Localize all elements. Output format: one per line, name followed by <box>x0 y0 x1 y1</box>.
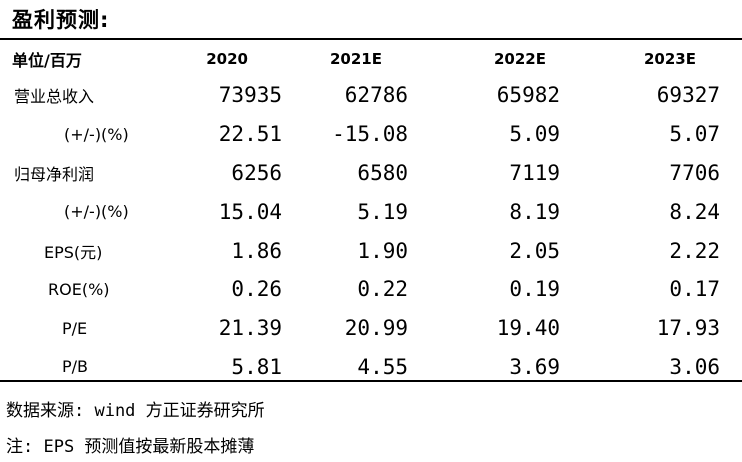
table-row: 营业总收入 73935 62786 65982 69327 <box>0 76 742 115</box>
cell-value: 0.19 <box>509 277 560 302</box>
cell-value: 0.22 <box>357 277 408 302</box>
cell-value: 1.86 <box>231 238 282 263</box>
cell-value: 5.07 <box>669 122 720 147</box>
cell-value: 65982 <box>496 83 560 108</box>
cell-value: 7706 <box>669 160 720 185</box>
cell-value: 8.19 <box>509 199 560 224</box>
cell-value: 69327 <box>656 83 720 108</box>
table-header-row: 单位/百万 2020 2021E 2022E 2023E <box>0 41 742 76</box>
cell-value: 8.24 <box>669 199 720 224</box>
row-label: ROE(%) <box>48 279 110 299</box>
unit-label: 单位/百万 <box>12 50 82 70</box>
cell-value: 6256 <box>231 160 282 185</box>
row-label: 营业总收入 <box>14 87 95 107</box>
page-title: 盈利预测: <box>12 8 110 32</box>
table-row: EPS(元) 1.86 1.90 2.05 2.22 <box>0 231 742 270</box>
source-note: 数据来源: wind 方正证券研究所 <box>6 401 265 421</box>
cell-value: 3.69 <box>509 354 560 379</box>
cell-value: 5.09 <box>509 122 560 147</box>
top-divider <box>0 38 742 40</box>
cell-value: -15.08 <box>332 122 408 147</box>
cell-value: 19.40 <box>496 316 560 341</box>
cell-value: 15.04 <box>218 199 282 224</box>
bottom-divider <box>0 380 742 382</box>
cell-value: 0.17 <box>669 277 720 302</box>
row-label: EPS(元) <box>44 242 103 262</box>
cell-value: 22.51 <box>218 122 282 147</box>
cell-value: 7119 <box>509 160 560 185</box>
cell-value: 4.55 <box>357 354 408 379</box>
row-label: P/B <box>62 357 89 377</box>
cell-value: 6580 <box>357 160 408 185</box>
cell-value: 1.90 <box>357 238 408 263</box>
cell-value: 73935 <box>218 83 282 108</box>
table-row: P/B 5.81 4.55 3.69 3.06 <box>0 348 742 387</box>
cell-value: 21.39 <box>218 316 282 341</box>
cell-value: 2.05 <box>509 238 560 263</box>
column-header-2022e: 2022E <box>494 49 546 68</box>
table-row: (+/-)(%) 22.51 -15.08 5.09 5.07 <box>0 115 742 154</box>
row-label: (+/-)(%) <box>64 202 129 222</box>
table-row: 归母净利润 6256 6580 7119 7706 <box>0 154 742 193</box>
row-label: P/E <box>62 318 88 338</box>
cell-value: 3.06 <box>669 354 720 379</box>
table-row: P/E 21.39 20.99 19.40 17.93 <box>0 309 742 348</box>
cell-value: 17.93 <box>656 316 720 341</box>
cell-value: 5.19 <box>357 199 408 224</box>
cell-value: 20.99 <box>344 316 408 341</box>
eps-note: 注: EPS 预测值按最新股本摊薄 <box>6 437 255 457</box>
earnings-forecast-table: 单位/百万 2020 2021E 2022E 2023E 营业总收入 73935… <box>0 41 742 386</box>
table-row: (+/-)(%) 15.04 5.19 8.19 8.24 <box>0 192 742 231</box>
table-row: ROE(%) 0.26 0.22 0.19 0.17 <box>0 270 742 309</box>
cell-value: 2.22 <box>669 238 720 263</box>
column-header-2023e: 2023E <box>644 49 696 68</box>
cell-value: 0.26 <box>231 277 282 302</box>
cell-value: 62786 <box>344 83 408 108</box>
row-label: 归母净利润 <box>14 164 95 184</box>
row-label: (+/-)(%) <box>64 124 129 144</box>
column-header-2020: 2020 <box>206 49 248 68</box>
column-header-2021e: 2021E <box>330 49 382 68</box>
cell-value: 5.81 <box>231 354 282 379</box>
